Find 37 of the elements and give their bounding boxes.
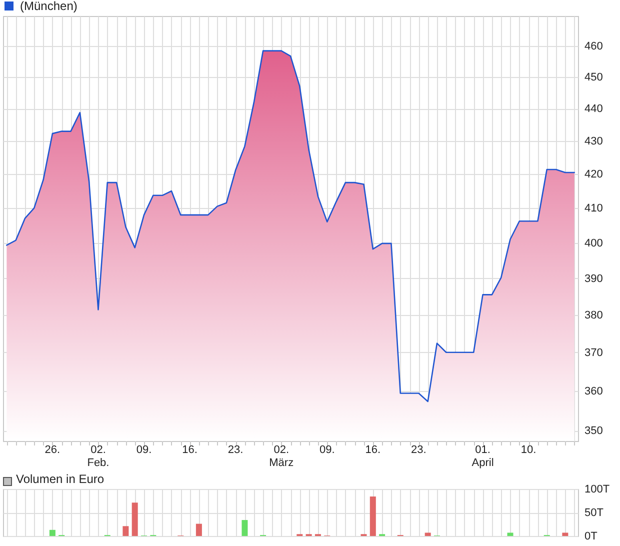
x-tick-label: 01. April <box>472 444 494 469</box>
y-tick-label: 100T <box>584 484 610 496</box>
x-tick-label: 16. <box>182 444 198 456</box>
x-tick-label: 23. <box>411 444 426 456</box>
bar <box>507 532 514 536</box>
y-tick-label: 430 <box>584 136 603 148</box>
x-tick-label: 10. <box>520 444 536 456</box>
bar <box>242 520 248 536</box>
y-tick-label: 390 <box>584 272 603 285</box>
bar <box>132 502 138 536</box>
y-tick-label: 350 <box>584 425 603 438</box>
y-tick-label: 0T <box>584 530 598 542</box>
y-tick-label: 440 <box>584 103 603 116</box>
x-tick-label: 23. <box>228 444 244 456</box>
x-tick-label: 09. <box>319 444 335 456</box>
y-tick-label: 460 <box>584 40 603 53</box>
x-tick-label: 26. <box>44 444 60 456</box>
y-tick-label: 380 <box>584 309 603 322</box>
chart-title: Volumen in Euro <box>16 472 104 486</box>
bar <box>122 526 129 536</box>
y-tick-label: 50T <box>584 507 604 519</box>
x-tick-label: 02. März <box>269 444 294 469</box>
y-tick-label: 370 <box>584 346 603 359</box>
y-tick-label: 450 <box>584 72 603 84</box>
y-tick-label: 410 <box>584 202 603 215</box>
bar <box>424 532 431 536</box>
x-tick-label: 16. <box>365 444 381 456</box>
bar <box>562 532 568 536</box>
bar <box>196 524 202 536</box>
y-tick-label: 420 <box>584 168 603 181</box>
x-tick-label: 09. <box>136 444 152 456</box>
y-tick-label: 360 <box>584 385 603 398</box>
bar <box>370 496 376 536</box>
legend-label: (München) <box>20 0 78 13</box>
bar <box>49 530 56 536</box>
y-tick-label: 400 <box>584 237 603 250</box>
x-tick-label: 02. Feb. <box>87 444 110 469</box>
